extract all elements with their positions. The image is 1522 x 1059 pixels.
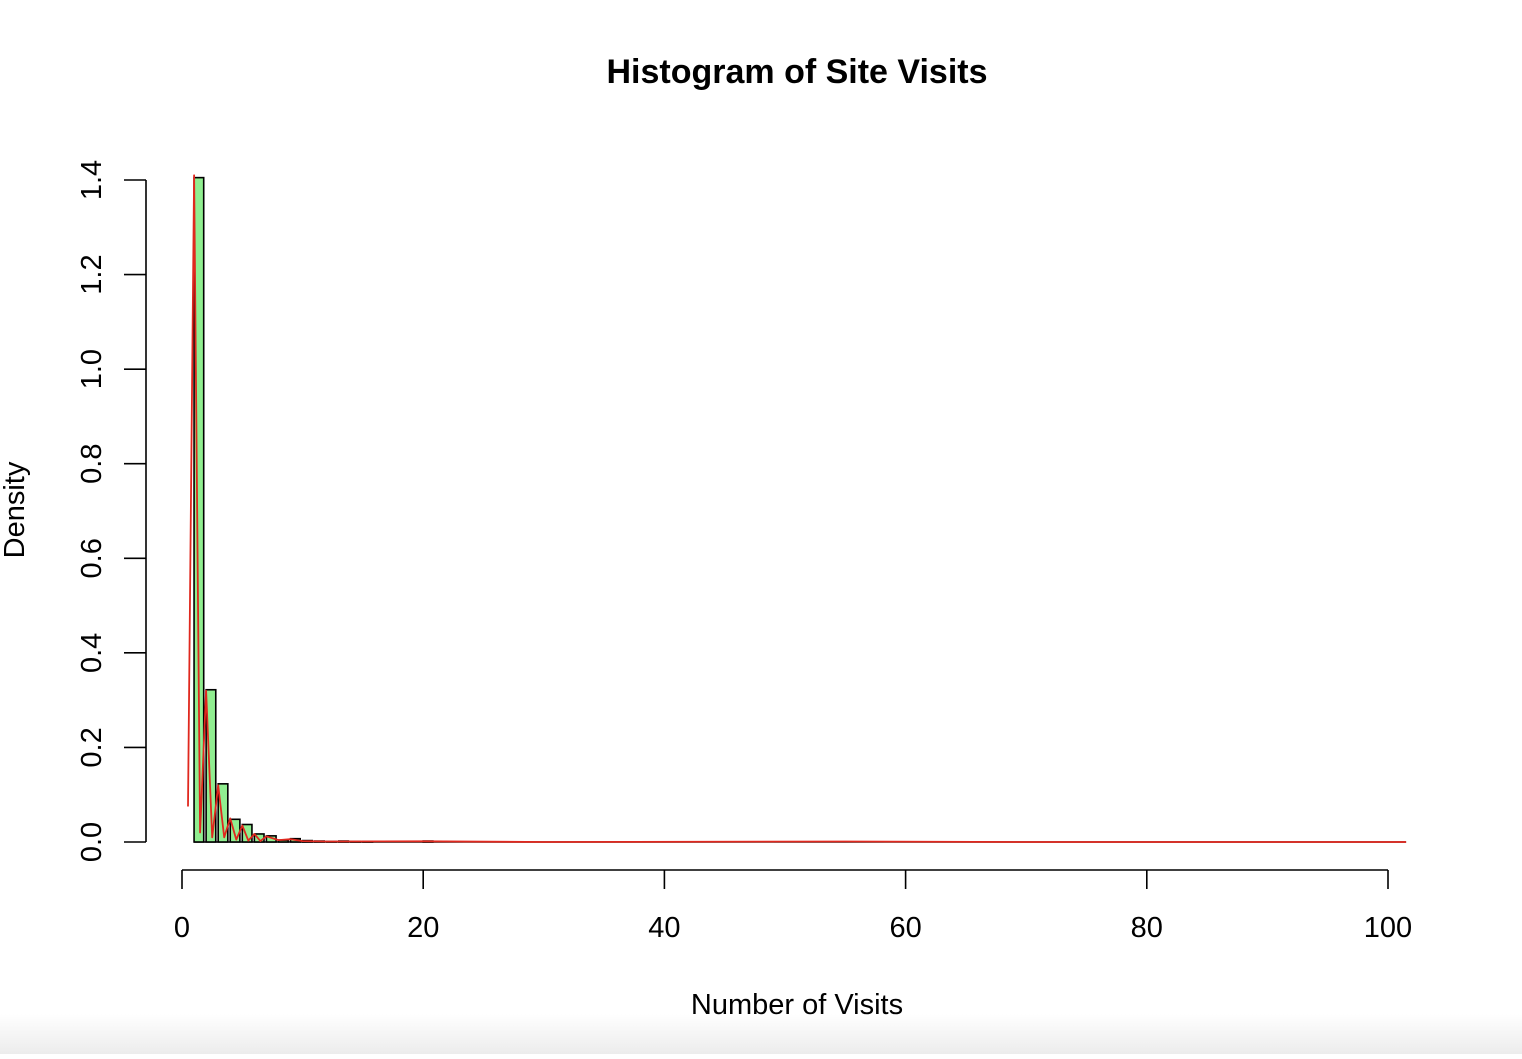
y-tick-label: 1.2 [76, 254, 108, 294]
density-curve [187, 174, 1407, 843]
y-axis-label: Density [0, 461, 31, 558]
y-tick-label: 0.4 [76, 633, 108, 673]
x-tick-label: 60 [889, 912, 921, 944]
x-tick-label: 20 [407, 912, 439, 944]
histogram-bar [205, 688, 217, 843]
histogram-bar [241, 823, 253, 843]
y-tick-label: 1.0 [76, 349, 108, 389]
y-tick-label: 0.8 [76, 444, 108, 484]
x-tick-label: 80 [1131, 912, 1163, 944]
y-tick-label: 1.4 [76, 160, 108, 200]
y-tick-label: 0.6 [76, 538, 108, 578]
y-tick-label: 0.0 [76, 822, 108, 862]
axes: 0.0 0.2 0.4 0.6 0.8 1.0 1.2 1.4 0 20 40 60 80 100 [76, 160, 1412, 944]
y-tick-label: 0.2 [76, 727, 108, 767]
chart-title: Histogram of Site Visits [606, 53, 987, 91]
x-tick-label: 0 [174, 912, 190, 944]
window-bottom-edge [0, 1014, 1522, 1054]
histogram-bars [193, 176, 434, 843]
histogram-bar [193, 176, 205, 843]
density-curve-layer [187, 174, 1407, 843]
x-tick-label: 40 [648, 912, 680, 944]
x-tick-label: 100 [1364, 912, 1412, 944]
histogram-bar [217, 783, 229, 843]
